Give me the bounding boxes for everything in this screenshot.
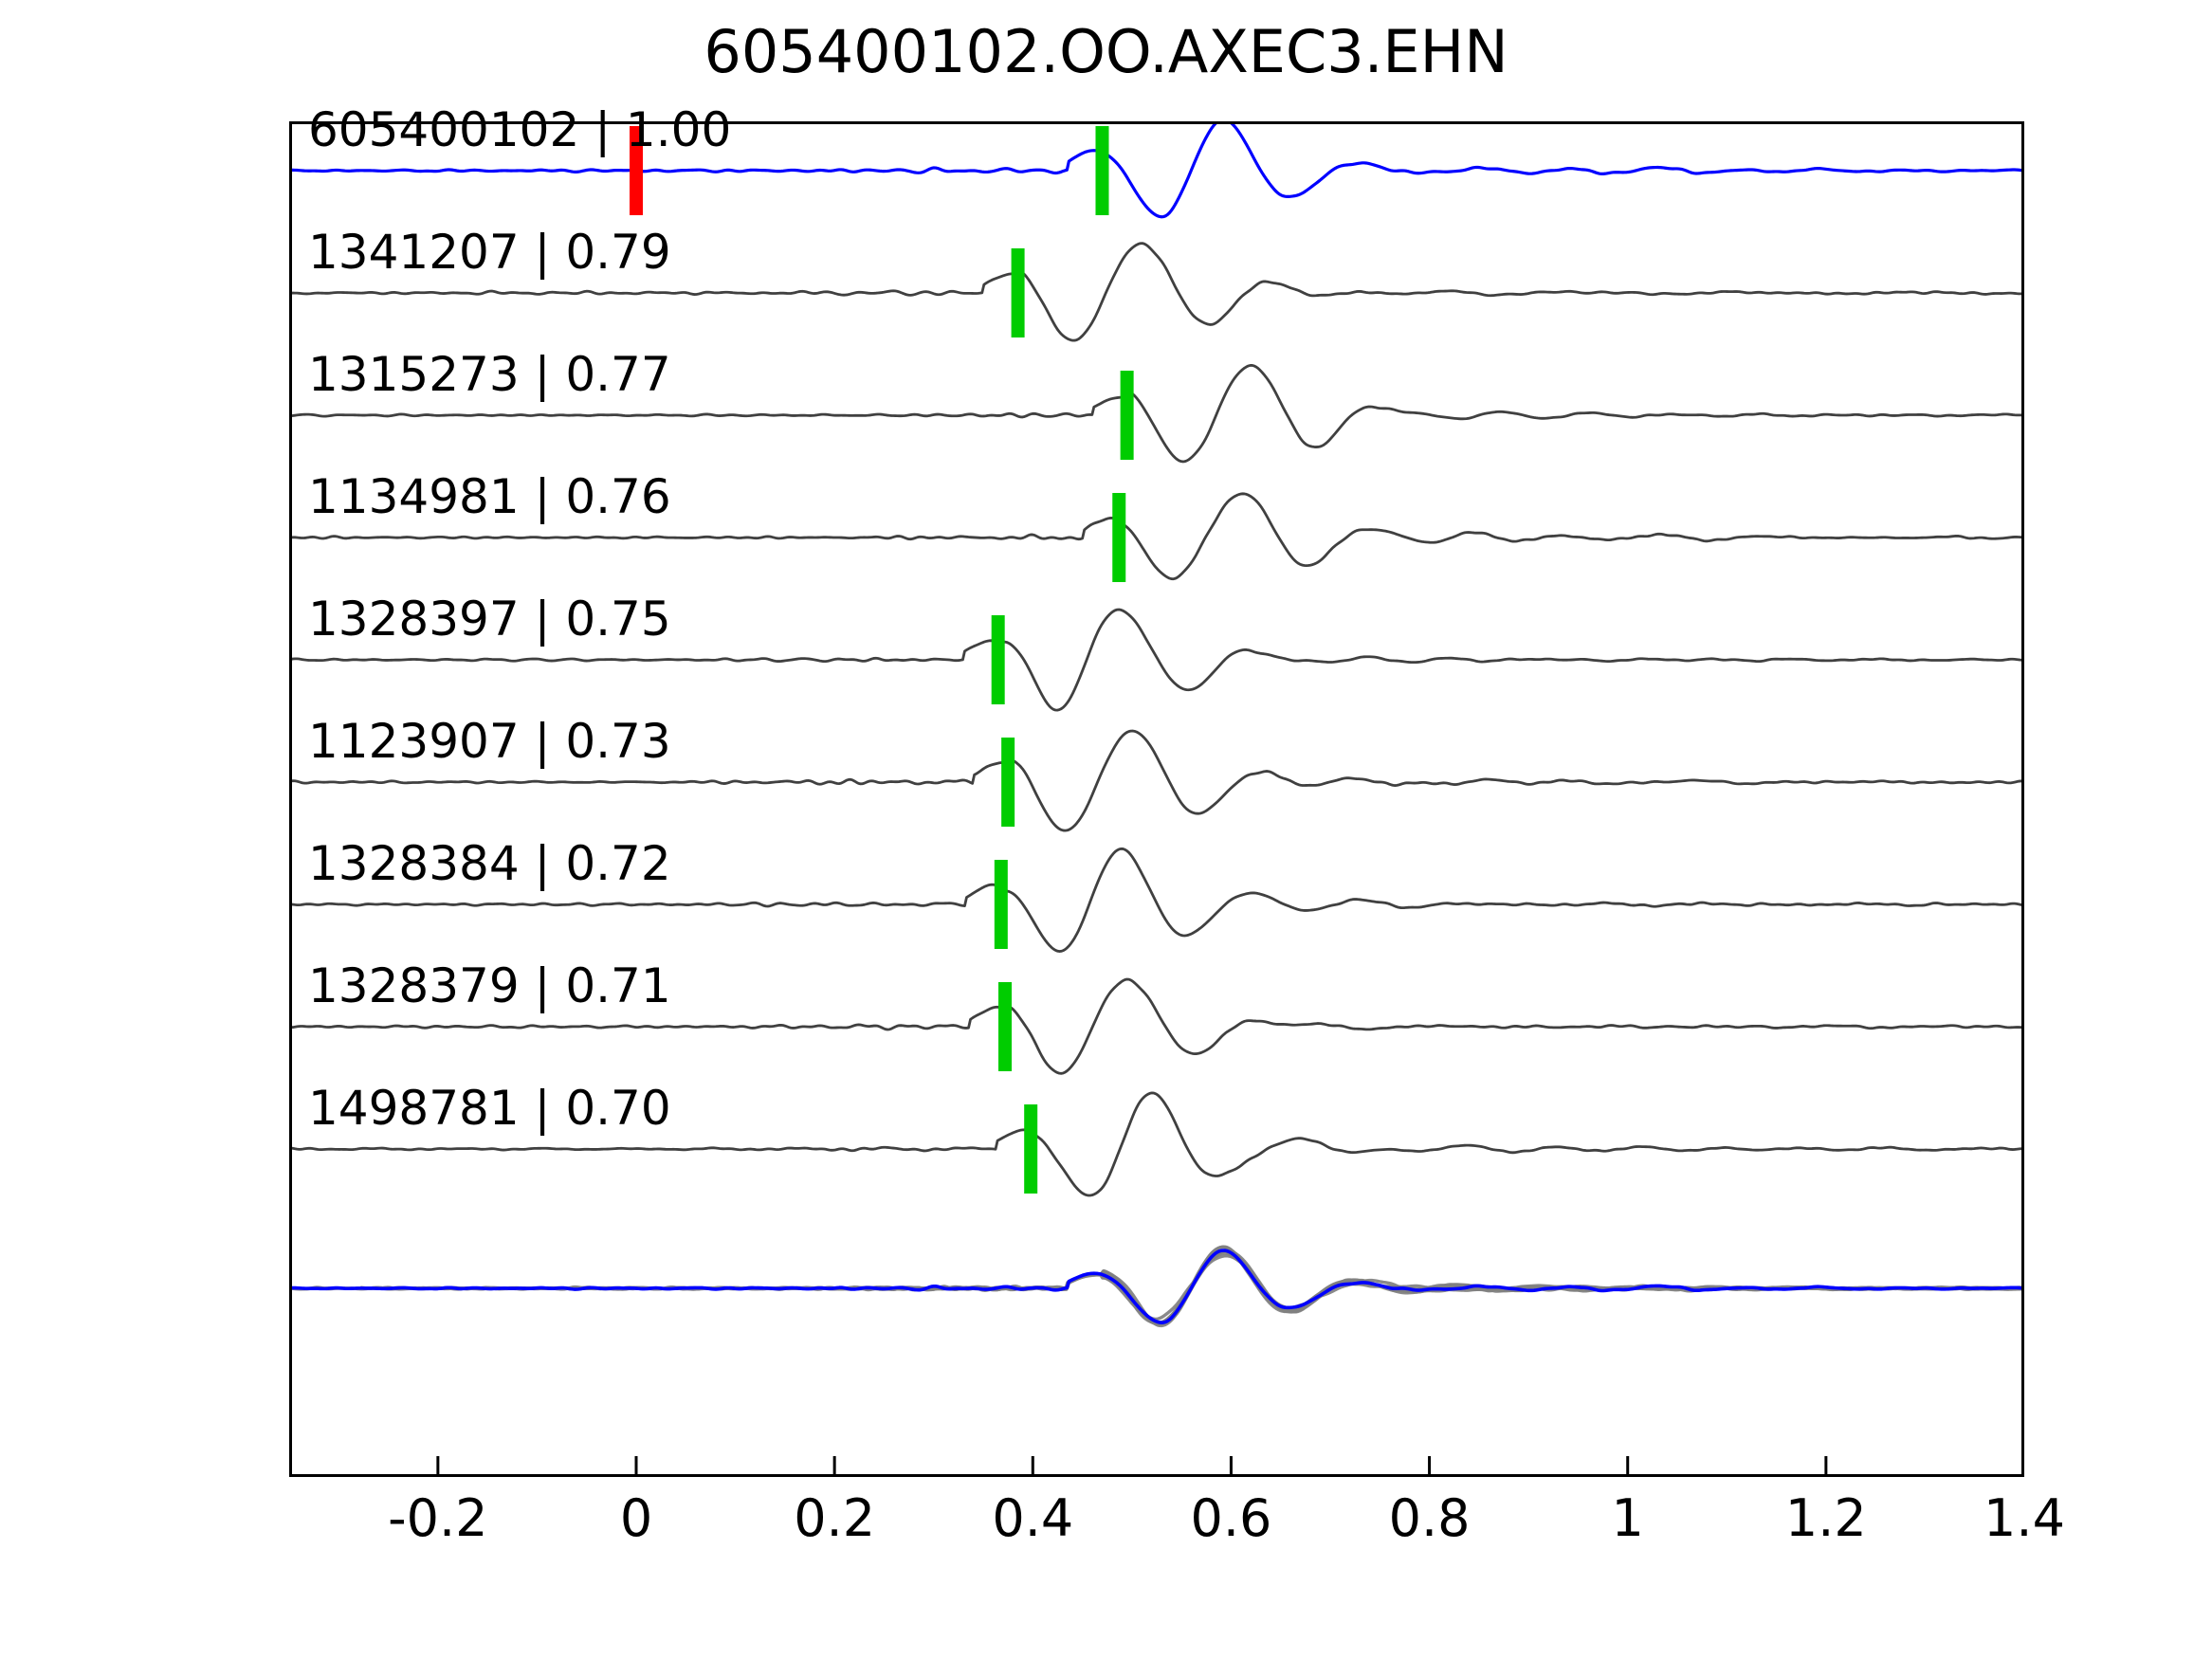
x-tick-label: 0.2 <box>794 1488 876 1548</box>
phase-pick-marker <box>1001 738 1015 827</box>
phase-pick-marker <box>991 615 1005 704</box>
phase-pick-marker <box>1095 126 1109 215</box>
waveform-trace <box>289 364 2024 464</box>
waveform-trace <box>289 1091 2024 1197</box>
x-axis-tick-labels: -0.2 0 0.2 0.4 0.6 0.8 1 1.2 1.4 <box>289 1488 2065 1564</box>
page-title: 605400102.OO.AXEC3.EHN <box>704 17 1508 86</box>
phase-pick-marker <box>1011 248 1025 337</box>
x-tick-label: 0.8 <box>1388 1488 1471 1548</box>
x-tick-label: 0.4 <box>992 1488 1074 1548</box>
waveform-trace <box>289 847 2024 953</box>
x-tick-label: 0 <box>619 1488 653 1548</box>
x-tick-label: 1.2 <box>1784 1488 1867 1548</box>
waveform-trace <box>289 729 2024 832</box>
waveform-trace <box>289 492 2024 581</box>
waveform-trace <box>289 121 2024 219</box>
plot-axes <box>289 121 2024 1477</box>
phase-pick-marker <box>1024 1104 1038 1194</box>
x-tick-label: 1.4 <box>1983 1488 2065 1548</box>
phase-pick-marker <box>1120 371 1134 460</box>
waveform-trace <box>289 608 2024 712</box>
phase-pick-marker <box>994 860 1008 949</box>
origin-pick-marker <box>630 126 643 215</box>
traces-group <box>289 121 2024 1328</box>
x-tick-marks <box>436 1456 2024 1476</box>
phase-pick-marker <box>998 982 1013 1071</box>
x-tick-label: -0.2 <box>388 1488 488 1548</box>
waveform-canvas <box>289 121 2024 1477</box>
picks-group <box>630 126 1134 1194</box>
x-tick-label: 0.6 <box>1190 1488 1272 1548</box>
waveform-trace <box>289 242 2024 342</box>
stack-template-trace <box>289 1249 2024 1324</box>
axes-frame <box>289 121 2024 1477</box>
x-tick-label: 1 <box>1611 1488 1644 1548</box>
phase-pick-marker <box>1112 493 1126 582</box>
waveform-trace <box>289 977 2024 1075</box>
